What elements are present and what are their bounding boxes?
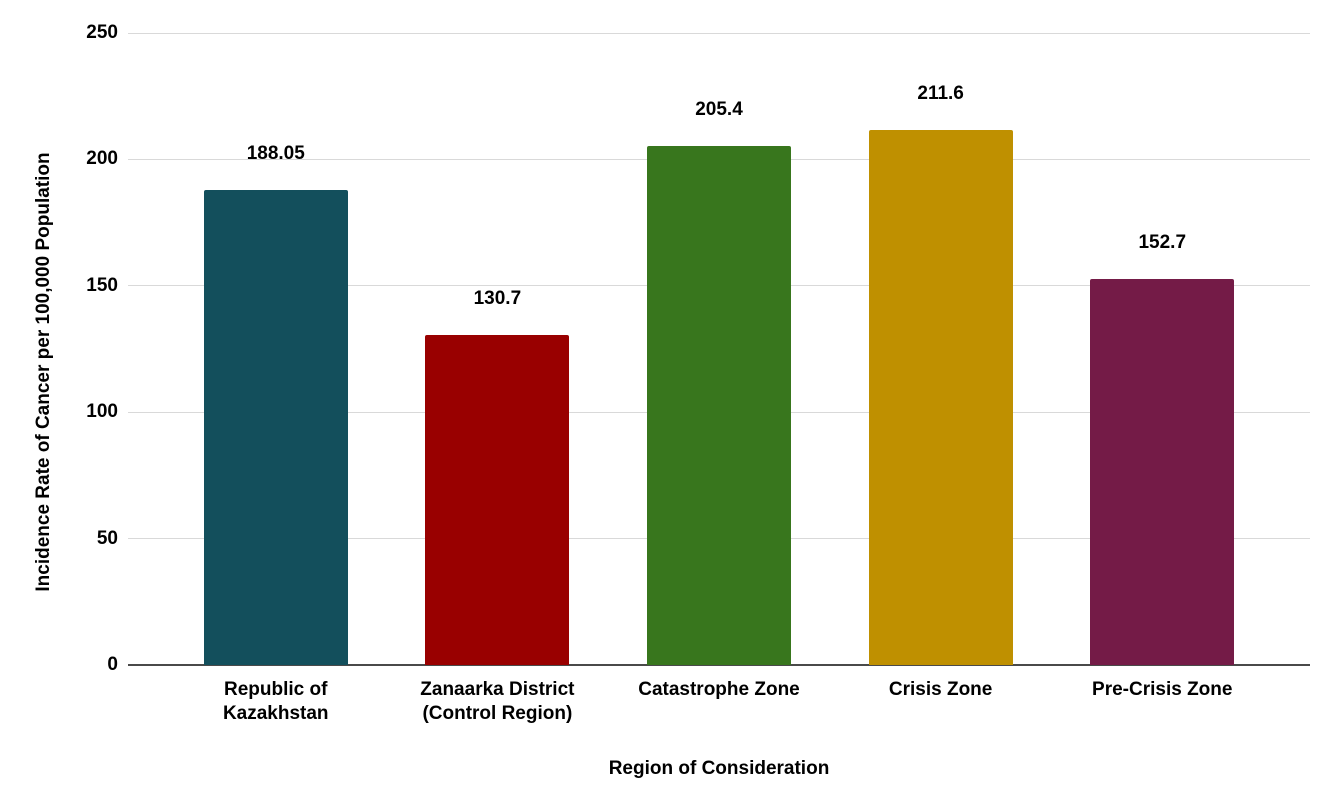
bar-republic-of-kazakhstan: [203, 189, 348, 665]
x-category-label-zanaarka-district-control-region: Zanaarka District (Control Region): [420, 679, 575, 724]
x-category-label-catastrophe-zone: Catastrophe Zone: [638, 679, 800, 700]
x-category-label-pre-crisis-zone: Pre-Crisis Zone: [1092, 679, 1233, 700]
gridline-250: [128, 32, 1310, 34]
y-axis-title: Incidence Rate of Cancer per 100,000 Pop…: [33, 152, 54, 592]
x-axis-baseline: [128, 664, 1310, 666]
x-category-label-crisis-zone: Crisis Zone: [888, 679, 993, 700]
y-tick-label-50: 50: [96, 527, 118, 549]
plot-area: 188.05 130.7 205.4 211.6 152.7: [128, 32, 1310, 666]
y-tick-label-100: 100: [86, 401, 118, 423]
bar-value-label-crisis-zone: 211.6: [917, 83, 964, 105]
y-tick-label-250: 250: [86, 22, 118, 43]
x-axis-category-labels: Republic of Kazakhstan Zanaarka District …: [128, 678, 1310, 742]
bar-crisis-zone: [868, 130, 1013, 665]
bar-value-label-pre-crisis-zone: 152.7: [1138, 231, 1187, 253]
x-axis-title: Region of Consideration: [608, 758, 830, 779]
bar-catastrophe-zone: [647, 145, 791, 665]
y-tick-label-150: 150: [86, 274, 118, 296]
bar-value-label-catastrophe-zone: 205.4: [695, 98, 743, 120]
bar-zanaarka-district-control-region: [425, 334, 570, 665]
y-tick-label-200: 200: [86, 148, 118, 170]
bar-value-label-republic-of-kazakhstan: 188.05: [246, 142, 305, 164]
bar-pre-crisis-zone: [1090, 278, 1235, 665]
x-category-label-republic-of-kazakhstan: Republic of Kazakhstan: [222, 679, 329, 724]
y-tick-label-0: 0: [107, 654, 118, 675]
bar-value-label-zanaarka-district-control-region: 130.7: [473, 287, 522, 309]
